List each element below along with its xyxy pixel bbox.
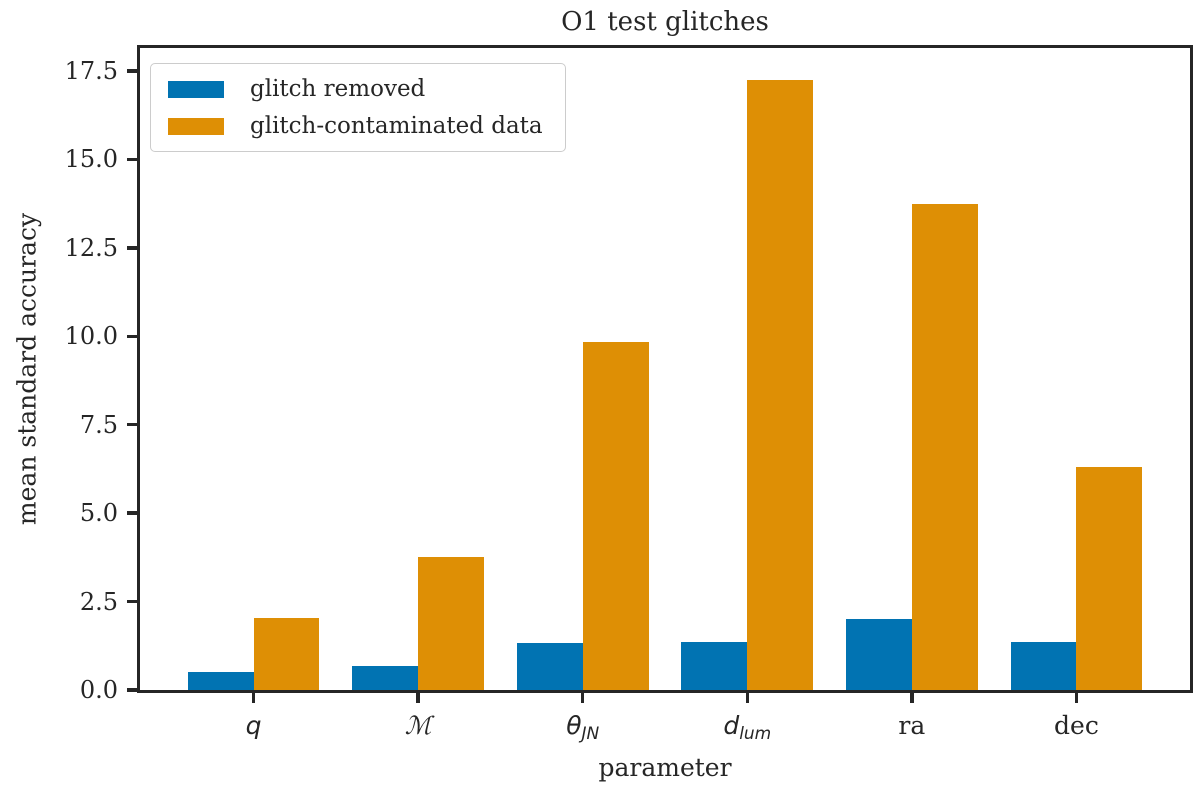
- legend-label: glitch-contaminated data: [250, 113, 543, 139]
- y-tick: [127, 599, 140, 604]
- y-axis-ticks: 0.0 2.5 5.0 7.5 10.0 12.5 15.0 17.5: [65, 48, 1190, 704]
- y-tick: [127, 688, 140, 692]
- y-tick-label: 12.5: [64, 233, 118, 262]
- x-tick-label-text: dec: [1054, 711, 1099, 740]
- y-tick: [127, 422, 140, 427]
- bar-removed-ℳ: [352, 666, 419, 690]
- x-tick-label-text: ℳ: [404, 711, 432, 740]
- x-tick-label-text: d: [723, 711, 740, 740]
- y-tick: [127, 157, 140, 162]
- bar-removed-d_lum: [681, 642, 748, 690]
- x-tick-label-q: q: [246, 711, 262, 740]
- bar-removed-q: [187, 672, 254, 690]
- bar-contaminated-ℳ: [418, 557, 484, 690]
- bar-removed-ra: [846, 619, 912, 690]
- bar-contaminated-d_lum: [747, 79, 814, 690]
- x-tick: [580, 690, 585, 703]
- bar-removed-dec: [1010, 642, 1077, 690]
- x-tick-label-θ_JN: θJN: [566, 711, 599, 744]
- legend-swatch: [168, 117, 224, 135]
- bars-layer: [140, 48, 1190, 690]
- y-tick: [127, 69, 140, 73]
- bar-contaminated-dec: [1076, 467, 1143, 690]
- x-tick-label-dec: dec: [1054, 711, 1099, 740]
- legend-entry: glitch-contaminated data: [168, 113, 543, 139]
- y-tick-label: 7.5: [79, 410, 118, 439]
- x-tick: [910, 690, 914, 703]
- y-tick: [127, 334, 140, 339]
- y-tick-label: 10.0: [64, 322, 118, 351]
- bar-removed-θ_JN: [516, 643, 583, 690]
- y-tick-label: 15.0: [64, 145, 118, 174]
- x-tick-label-text: ra: [898, 711, 926, 740]
- x-tick: [251, 690, 256, 703]
- bar-contaminated-θ_JN: [582, 341, 649, 690]
- legend-entry: glitch removed: [168, 76, 543, 102]
- x-tick: [416, 690, 420, 703]
- bar-contaminated-ra: [911, 203, 978, 690]
- legend: glitch removed glitch-contaminated data: [150, 63, 566, 152]
- legend-swatch: [168, 80, 224, 98]
- x-tick: [745, 690, 750, 703]
- chart-title: O1 test glitches: [561, 7, 769, 37]
- x-tick-label-subscript: lum: [739, 723, 772, 744]
- x-tick-label-text: θ: [566, 711, 582, 740]
- y-tick-label: 5.0: [79, 499, 118, 528]
- x-tick-label-ra: ra: [898, 711, 925, 740]
- y-tick: [127, 511, 140, 515]
- y-tick-label: 17.5: [64, 56, 118, 85]
- x-tick-label-ℳ: ℳ: [405, 711, 432, 740]
- y-tick: [127, 246, 140, 250]
- y-axis-label: mean standard accuracy: [12, 212, 42, 526]
- legend-label: glitch removed: [250, 76, 426, 102]
- y-tick-label: 0.0: [79, 676, 118, 704]
- y-tick-label: 2.5: [79, 587, 118, 616]
- bar-contaminated-q: [253, 617, 320, 690]
- x-tick-label-d_lum: dlum: [723, 711, 771, 744]
- x-tick-label-subscript: JN: [581, 723, 600, 744]
- x-tick-label-text: q: [245, 711, 262, 740]
- x-axis-label: parameter: [598, 753, 732, 782]
- x-tick: [1074, 690, 1079, 703]
